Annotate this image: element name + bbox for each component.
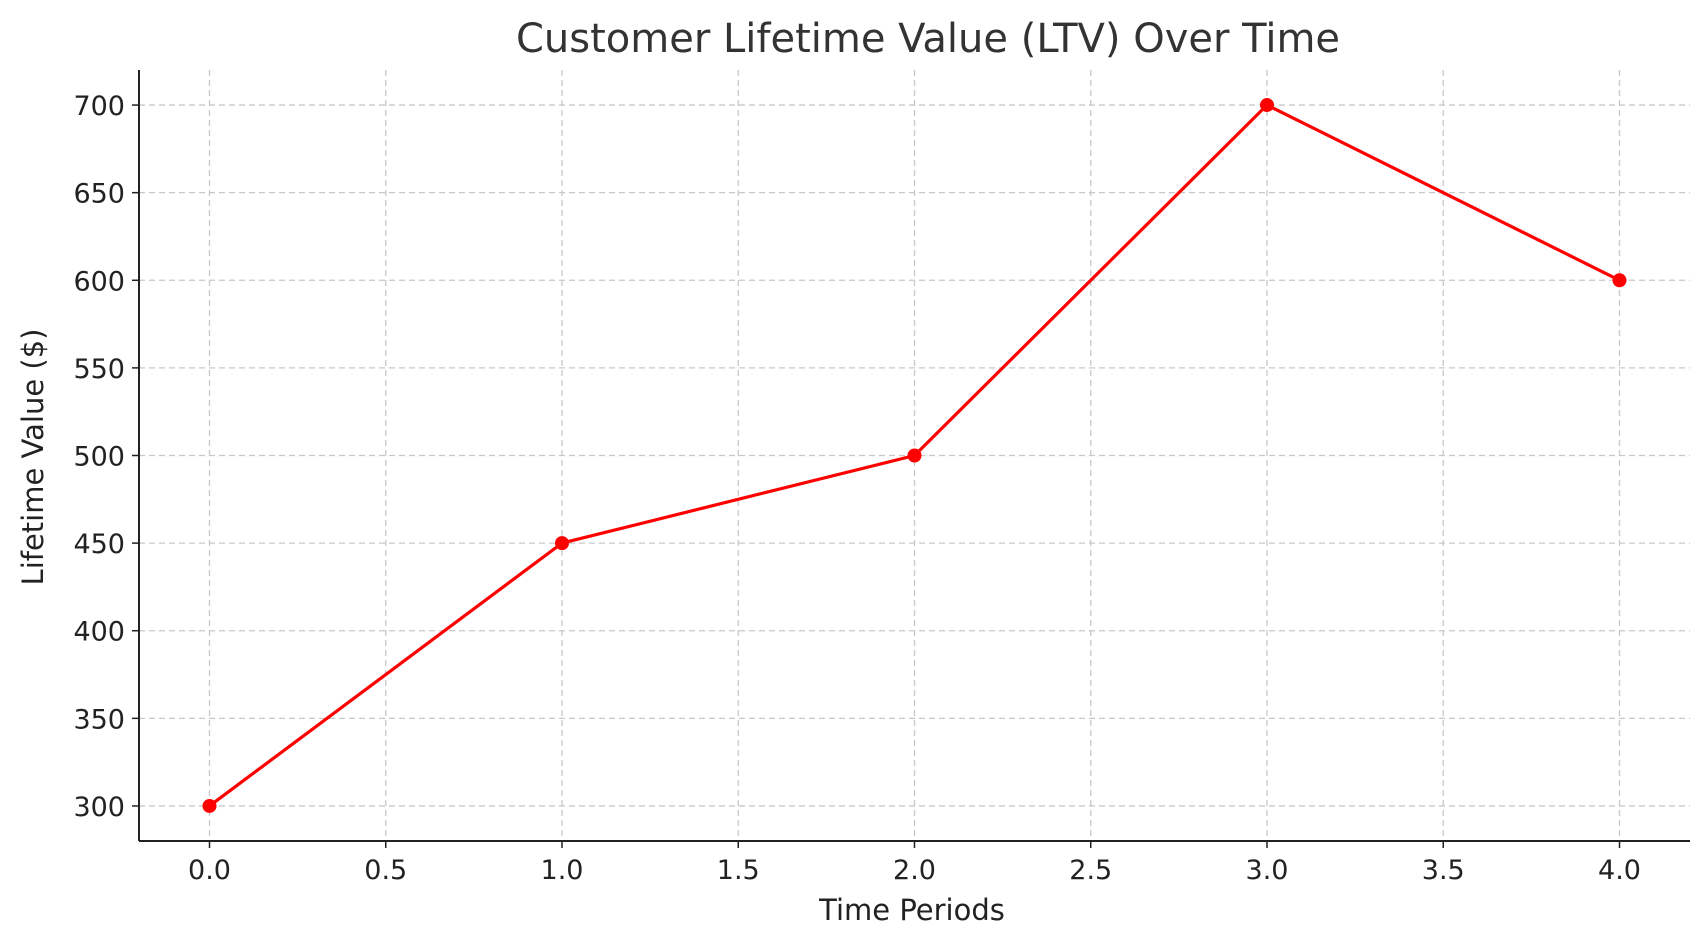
- x-tick-label: 2.5: [1069, 855, 1112, 886]
- y-tick-label: 600: [73, 266, 125, 297]
- y-axis-label: Lifetime Value ($): [16, 329, 50, 586]
- grid: [139, 70, 1690, 841]
- y-tick-label: 300: [73, 792, 125, 823]
- x-tick-label: 3.0: [1246, 855, 1289, 886]
- x-tick-label: 1.5: [717, 855, 760, 886]
- data-point: [202, 798, 217, 813]
- data-point: [907, 448, 922, 463]
- data-point: [1260, 98, 1274, 113]
- y-tick-label: 550: [73, 354, 125, 385]
- y-tick-label: 650: [73, 179, 125, 210]
- y-tick-label: 700: [73, 91, 125, 122]
- x-tick-label: 3.5: [1422, 855, 1465, 886]
- data-point: [555, 536, 569, 551]
- series-layer: [202, 98, 1627, 813]
- y-tick-label: 500: [73, 442, 125, 473]
- x-tick-label: 4.0: [1598, 855, 1641, 886]
- data-point: [1612, 273, 1627, 288]
- chart-title: Customer Lifetime Value (LTV) Over Time: [516, 16, 1340, 62]
- x-tick-label: 0.0: [188, 855, 231, 886]
- x-axis-label: Time Periods: [818, 893, 1005, 927]
- y-tick-label: 400: [73, 617, 125, 648]
- y-tick-label: 450: [73, 529, 125, 560]
- x-tick-label: 1.0: [541, 855, 584, 886]
- x-tick-label: 2.0: [893, 855, 936, 886]
- y-tick-label: 350: [73, 704, 125, 735]
- x-tick-label: 0.5: [364, 855, 407, 886]
- ticks: 0.0 0.5 1.0 1.5 2.0 2.5 3.0 3.5 4.0 300 350 400 450 5…: [73, 91, 1641, 886]
